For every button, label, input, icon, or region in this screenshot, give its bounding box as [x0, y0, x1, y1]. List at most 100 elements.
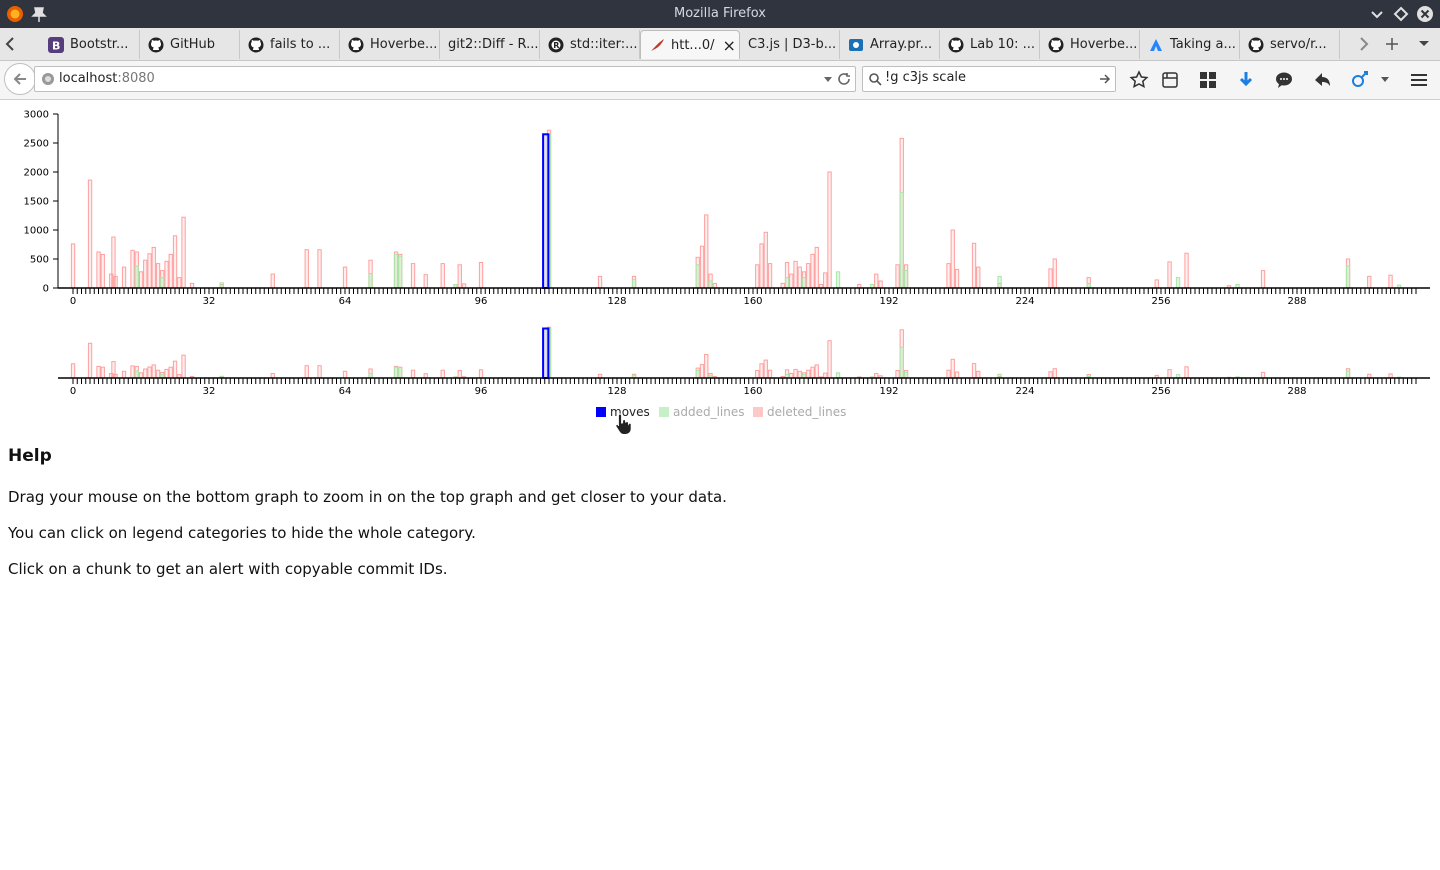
- subchart-bar-deleted_lines[interactable]: [172, 360, 178, 379]
- subchart-bar-added_lines[interactable]: [899, 346, 904, 379]
- subchart-bar-deleted_lines[interactable]: [410, 369, 416, 379]
- subchart-bar-deleted_lines[interactable]: [317, 365, 322, 379]
- subchart-bar-deleted_lines[interactable]: [767, 369, 773, 379]
- main-bar-deleted_lines[interactable]: [946, 263, 951, 289]
- close-icon[interactable]: [1416, 5, 1434, 23]
- main-bar-deleted_lines[interactable]: [172, 235, 178, 289]
- url-dropdown-icon[interactable]: [823, 76, 833, 84]
- reading-list-icon[interactable]: [1160, 70, 1180, 90]
- tab-2[interactable]: fails to ...: [240, 30, 340, 59]
- main-bar-deleted_lines[interactable]: [147, 253, 152, 289]
- subchart-bar-deleted_lines[interactable]: [1048, 371, 1053, 379]
- subchart-bar-deleted_lines[interactable]: [1052, 368, 1057, 379]
- subchart-bar-deleted_lines[interactable]: [130, 365, 135, 379]
- main-bar-added_lines[interactable]: [695, 264, 700, 289]
- main-bar-added_lines[interactable]: [160, 277, 165, 289]
- main-bar-deleted_lines[interactable]: [789, 273, 794, 289]
- main-bar-deleted_lines[interactable]: [168, 253, 173, 289]
- main-bar-deleted_lines[interactable]: [699, 245, 705, 289]
- main-bar-deleted_lines[interactable]: [950, 229, 955, 289]
- main-bar-deleted_lines[interactable]: [342, 266, 348, 289]
- subchart-bar-deleted_lines[interactable]: [87, 342, 93, 379]
- main-bar-deleted_lines[interactable]: [895, 264, 900, 289]
- maximize-icon[interactable]: [1392, 5, 1410, 23]
- main-bar-deleted_lines[interactable]: [823, 272, 828, 289]
- subchart-bar-deleted_lines[interactable]: [806, 369, 811, 379]
- tab-8[interactable]: Array.pr...: [840, 30, 940, 59]
- main-bar-deleted_lines[interactable]: [1367, 275, 1372, 289]
- subchart-bar-deleted_lines[interactable]: [138, 372, 144, 379]
- subchart-bar-deleted_lines[interactable]: [164, 368, 169, 379]
- subchart-bar-deleted_lines[interactable]: [895, 370, 900, 379]
- url-bar[interactable]: localhost:8080: [34, 66, 856, 92]
- subchart-bar-deleted_lines[interactable]: [1260, 371, 1266, 379]
- back-button[interactable]: [4, 63, 36, 95]
- subchart-bar-deleted_lines[interactable]: [950, 358, 955, 379]
- subchart-bar-deleted_lines[interactable]: [946, 369, 951, 379]
- subchart-bar-deleted_lines[interactable]: [457, 370, 462, 379]
- main-bar-deleted_lines[interactable]: [793, 260, 798, 289]
- subchart-bar-deleted_lines[interactable]: [699, 364, 705, 379]
- main-bar-deleted_lines[interactable]: [440, 263, 445, 289]
- main-bar-deleted_lines[interactable]: [954, 268, 960, 289]
- main-bar-deleted_lines[interactable]: [976, 266, 981, 289]
- main-bar-deleted_lines[interactable]: [138, 271, 144, 289]
- chat-icon[interactable]: [1274, 70, 1294, 90]
- pin-icon[interactable]: [30, 5, 48, 23]
- subchart-bar-deleted_lines[interactable]: [827, 340, 832, 379]
- main-bar-deleted_lines[interactable]: [100, 253, 105, 289]
- main-bar-added_lines[interactable]: [368, 273, 373, 289]
- main-bar-deleted_lines[interactable]: [164, 260, 169, 289]
- subchart-bar-deleted_lines[interactable]: [1167, 369, 1172, 379]
- subchart-bar-deleted_lines[interactable]: [342, 370, 348, 379]
- subchart-bar-deleted_lines[interactable]: [168, 366, 173, 379]
- subchart-bar-deleted_lines[interactable]: [304, 365, 309, 379]
- addon-icon[interactable]: [1350, 70, 1370, 90]
- subchart-bar-deleted_lines[interactable]: [96, 365, 101, 379]
- subchart-bar-deleted_lines[interactable]: [440, 369, 445, 379]
- subchart-bar-moves[interactable]: [542, 327, 550, 379]
- main-bar-added_lines[interactable]: [903, 270, 909, 289]
- subchart-bar-added_lines[interactable]: [695, 370, 700, 379]
- main-bar-deleted_lines[interactable]: [96, 251, 101, 289]
- scroll-tabs-right-icon[interactable]: [1358, 37, 1370, 51]
- main-bar-deleted_lines[interactable]: [763, 231, 768, 289]
- main-bar-deleted_lines[interactable]: [1184, 252, 1189, 289]
- main-bar-deleted_lines[interactable]: [270, 273, 275, 289]
- subchart-bar-deleted_lines[interactable]: [793, 368, 798, 379]
- main-bar-deleted_lines[interactable]: [130, 249, 135, 289]
- tab-1[interactable]: GitHub: [140, 30, 240, 59]
- subchart-bar-added_lines[interactable]: [1345, 370, 1351, 379]
- main-bar-deleted_lines[interactable]: [113, 275, 118, 289]
- subchart-bar-deleted_lines[interactable]: [755, 370, 760, 379]
- main-bar-deleted_lines[interactable]: [874, 273, 879, 289]
- main-bar-deleted_lines[interactable]: [971, 242, 977, 289]
- main-bar-deleted_lines[interactable]: [143, 259, 148, 289]
- main-bar-deleted_lines[interactable]: [759, 243, 764, 289]
- subchart-bar-deleted_lines[interactable]: [478, 369, 484, 379]
- main-bar-added_lines[interactable]: [784, 277, 790, 289]
- main-bar-added_lines[interactable]: [1175, 277, 1181, 289]
- hamburger-menu-icon[interactable]: [1409, 70, 1429, 90]
- new-tab-icon[interactable]: [1384, 36, 1400, 52]
- main-bar-deleted_lines[interactable]: [797, 266, 802, 289]
- main-bar-added_lines[interactable]: [631, 278, 637, 289]
- main-bar-deleted_lines[interactable]: [304, 249, 309, 289]
- tab-7[interactable]: C3.js | D3-b...: [740, 30, 840, 59]
- reload-icon[interactable]: [837, 72, 851, 86]
- main-bar-deleted_lines[interactable]: [767, 263, 773, 289]
- tab-11[interactable]: Taking a...: [1140, 30, 1240, 59]
- legend-item-added-lines[interactable]: added_lines: [659, 405, 745, 419]
- main-bar-deleted_lines[interactable]: [1167, 261, 1172, 289]
- main-bar-deleted_lines[interactable]: [755, 264, 760, 289]
- subchart-bar-deleted_lines[interactable]: [151, 364, 156, 379]
- tab-list-icon[interactable]: [1418, 40, 1430, 48]
- main-bar-deleted_lines[interactable]: [181, 216, 186, 289]
- subchart-bar-deleted_lines[interactable]: [763, 359, 768, 379]
- minimize-icon[interactable]: [1368, 5, 1386, 23]
- main-bar-deleted_lines[interactable]: [814, 246, 819, 289]
- tab-12[interactable]: servo/r...: [1240, 30, 1340, 59]
- main-bar-added_lines[interactable]: [398, 255, 403, 289]
- main-bar-added_lines[interactable]: [708, 280, 713, 289]
